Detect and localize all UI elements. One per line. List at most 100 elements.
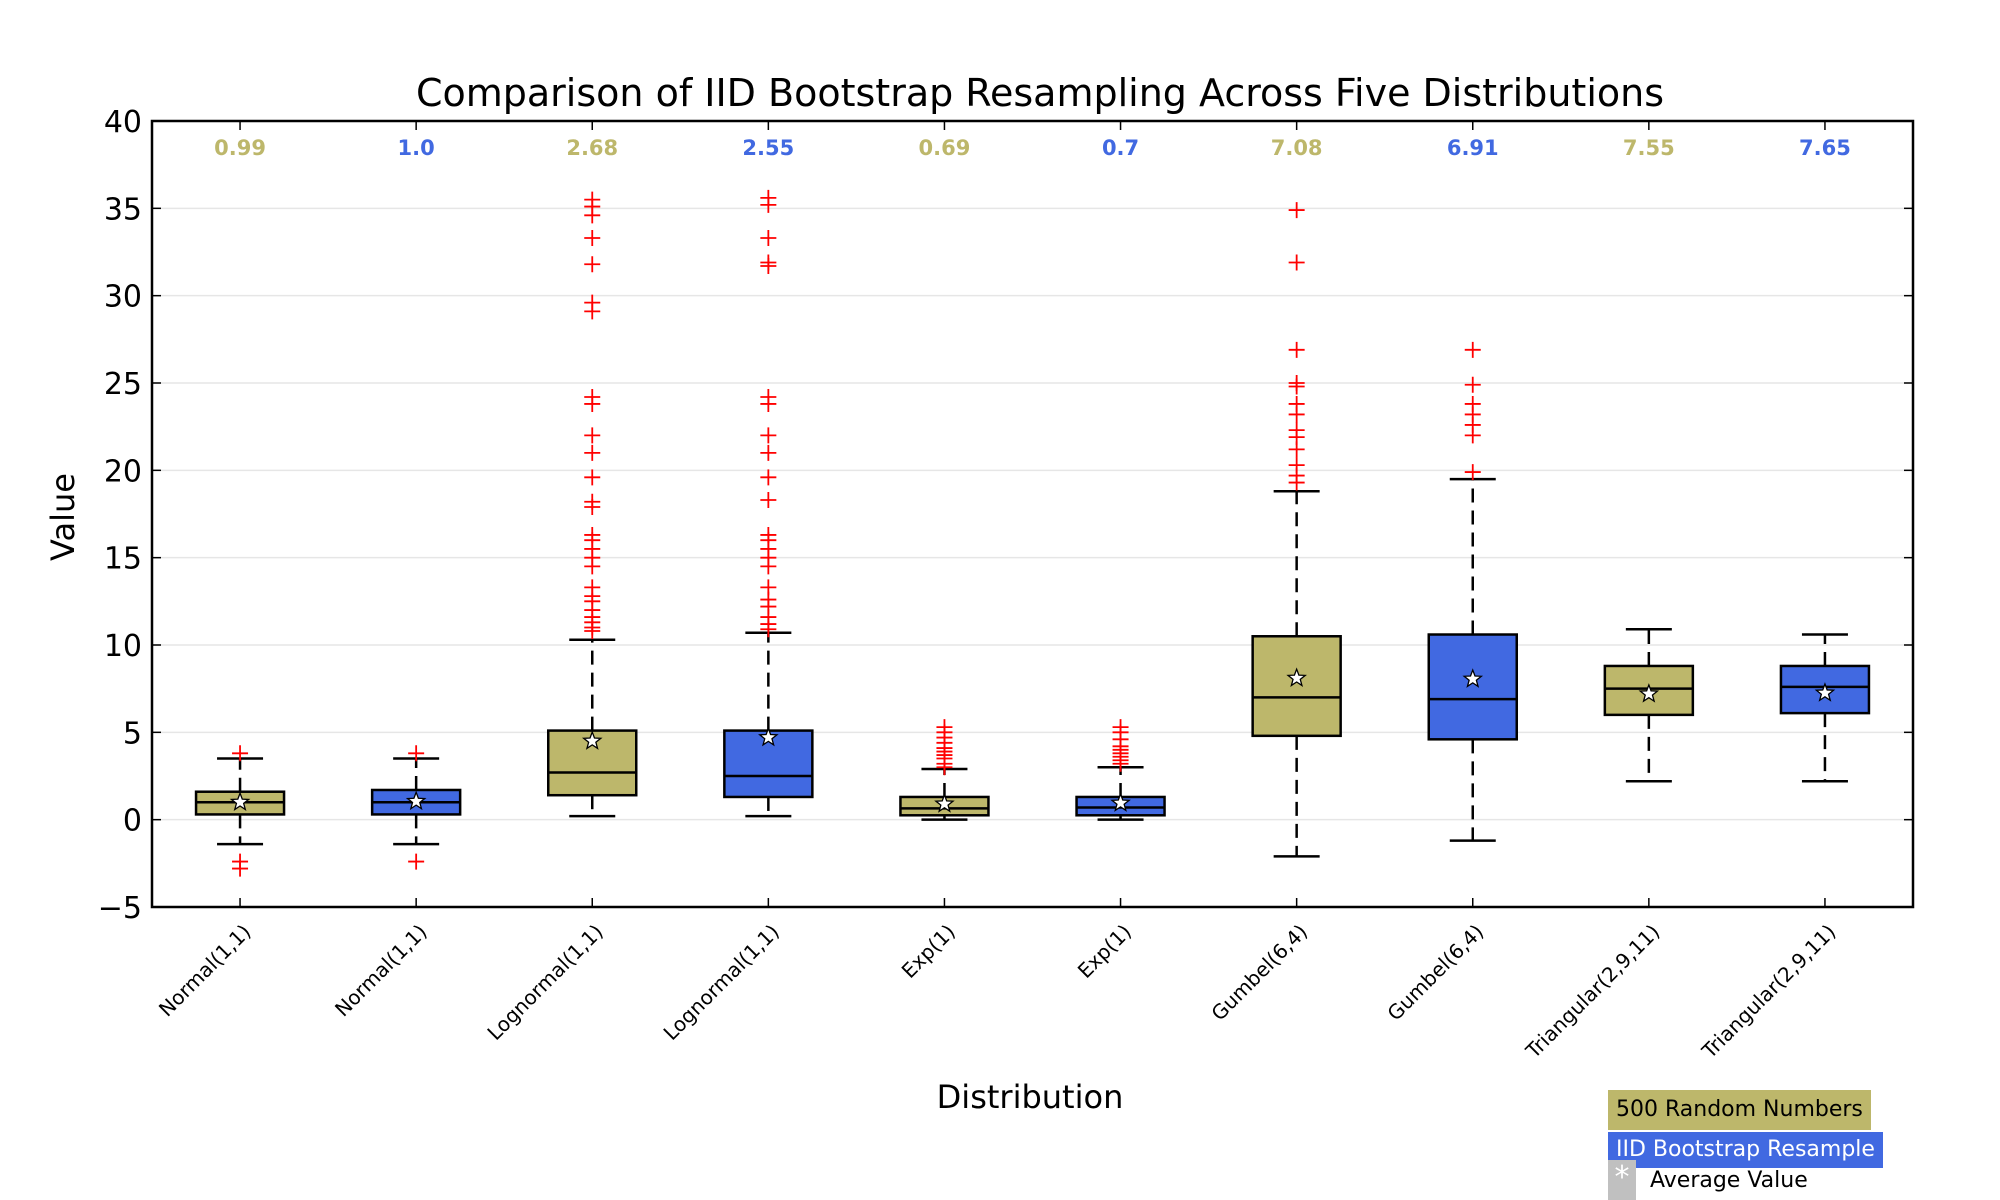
outlier-marker bbox=[760, 230, 777, 247]
box-group: 7.08 bbox=[1251, 136, 1342, 858]
outlier-marker bbox=[760, 526, 777, 543]
y-tick-label: 10 bbox=[104, 629, 142, 664]
median-value-label: 7.08 bbox=[1271, 136, 1323, 160]
y-tick-label: 15 bbox=[104, 542, 142, 577]
outlier-marker bbox=[760, 492, 777, 509]
x-tick-label: Normal(1,1) bbox=[154, 920, 256, 1022]
mean-star-marker bbox=[581, 730, 603, 750]
legend-average-value: Average Value bbox=[1650, 1168, 1808, 1193]
median-value-label: 2.55 bbox=[742, 136, 794, 160]
box-group: 0.7 bbox=[1075, 136, 1166, 821]
outlier-marker bbox=[584, 294, 601, 311]
outlier-marker bbox=[584, 230, 601, 247]
y-tick-label: 5 bbox=[123, 716, 142, 751]
outlier-marker bbox=[584, 469, 601, 486]
x-tick-label: Exp(1) bbox=[1073, 920, 1136, 983]
mean-star-marker bbox=[758, 726, 779, 747]
box-group: 2.68 bbox=[547, 136, 638, 818]
outlier-marker bbox=[1112, 719, 1129, 736]
outlier-marker bbox=[1464, 464, 1481, 481]
median-value-label: 0.69 bbox=[919, 136, 971, 160]
outlier-marker bbox=[1288, 202, 1305, 219]
outlier-marker bbox=[1288, 341, 1305, 358]
outlier-marker bbox=[760, 469, 777, 486]
grid-lines bbox=[152, 207, 1913, 821]
x-tick-label: Normal(1,1) bbox=[330, 920, 432, 1022]
outlier-marker bbox=[1464, 341, 1481, 358]
median-value-label: 0.99 bbox=[214, 136, 266, 160]
mean-star-marker bbox=[1462, 668, 1484, 688]
mean-star-marker bbox=[1110, 792, 1131, 812]
outlier-marker bbox=[584, 256, 601, 273]
median-value-label: 7.65 bbox=[1799, 136, 1851, 160]
outlier-marker bbox=[760, 579, 777, 596]
x-axis-label: Distribution bbox=[937, 1078, 1124, 1116]
mean-star-marker bbox=[229, 791, 251, 811]
y-tick-label: 35 bbox=[104, 192, 142, 227]
outlier-marker bbox=[1288, 395, 1305, 412]
y-tick-label: 40 bbox=[104, 105, 142, 140]
mean-star-marker bbox=[1814, 682, 1836, 702]
outlier-marker bbox=[760, 388, 777, 405]
y-tick-label: 20 bbox=[104, 454, 142, 489]
outlier-marker bbox=[760, 254, 777, 271]
outlier-marker bbox=[1464, 395, 1481, 412]
y-tick-label: 0 bbox=[123, 804, 142, 839]
outlier-marker bbox=[760, 427, 777, 444]
outlier-marker bbox=[408, 745, 425, 762]
x-tick-label: Triangular(2,9,11) bbox=[1520, 920, 1664, 1064]
box-group: 0.99 bbox=[194, 136, 286, 877]
y-axis-ticks: −5 0 5 10 15 20 25 30 35 40 bbox=[98, 105, 1913, 926]
outlier-marker bbox=[584, 388, 601, 405]
median-value-label: 0.7 bbox=[1102, 136, 1139, 160]
outlier-marker bbox=[232, 860, 249, 877]
outlier-marker bbox=[1288, 422, 1305, 439]
mean-star-marker bbox=[1286, 667, 1307, 687]
mean-star-marker bbox=[1638, 683, 1660, 703]
outlier-marker bbox=[1288, 457, 1305, 474]
median-value-label: 1.0 bbox=[398, 136, 435, 160]
legend-iid-bootstrap: IID Bootstrap Resample bbox=[1608, 1132, 1883, 1168]
plot-frame bbox=[150, 119, 1915, 909]
box-group: 6.91 bbox=[1427, 136, 1518, 842]
y-tick-label: 25 bbox=[104, 367, 142, 402]
legend-random-numbers: 500 Random Numbers bbox=[1608, 1090, 1871, 1130]
outlier-marker bbox=[1288, 254, 1305, 271]
outlier-marker bbox=[584, 579, 601, 596]
y-axis-label: Value bbox=[44, 473, 82, 561]
x-tick-label: Gumbel(6,4) bbox=[1382, 920, 1488, 1026]
x-tick-label: Gumbel(6,4) bbox=[1206, 920, 1312, 1026]
chart-title: Comparison of IID Bootstrap Resampling A… bbox=[416, 71, 1664, 115]
box-iqr bbox=[1427, 633, 1518, 741]
box-group: 0.69 bbox=[899, 136, 990, 821]
outlier-marker bbox=[584, 444, 601, 461]
outlier-marker bbox=[584, 191, 601, 208]
x-tick-label: Lognormal(1,1) bbox=[659, 920, 784, 1045]
x-axis-ticks: Normal(1,1) Normal(1,1) Lognormal(1,1) Logn… bbox=[154, 121, 1841, 1064]
x-tick-label: Lognormal(1,1) bbox=[482, 920, 607, 1045]
outlier-marker bbox=[760, 444, 777, 461]
box-group: 1.0 bbox=[370, 136, 462, 870]
outlier-marker bbox=[584, 526, 601, 543]
x-tick-label: Exp(1) bbox=[897, 920, 960, 983]
outlier-marker bbox=[232, 745, 249, 762]
outlier-marker bbox=[760, 189, 777, 206]
outlier-marker bbox=[1464, 376, 1481, 393]
mean-star-marker bbox=[405, 790, 427, 811]
legend-average-star-icon: * bbox=[1608, 1160, 1636, 1200]
x-tick-label: Triangular(2,9,11) bbox=[1697, 920, 1841, 1064]
mean-star-marker bbox=[934, 793, 955, 813]
box-layer: 0.99 1.0 2.68 2.55 0.69 0.7 7.08 6.91 7.55 7.65 bbox=[194, 136, 1871, 877]
y-tick-label: 30 bbox=[104, 280, 142, 315]
median-value-label: 2.68 bbox=[566, 136, 618, 160]
box-group: 7.55 bbox=[1603, 136, 1695, 783]
box-iqr bbox=[1251, 635, 1342, 738]
outlier-marker bbox=[1288, 375, 1305, 391]
outlier-marker bbox=[936, 719, 953, 736]
y-tick-label: −5 bbox=[98, 891, 142, 926]
box-group: 2.55 bbox=[723, 136, 814, 818]
outlier-marker bbox=[408, 853, 425, 870]
median-value-label: 7.55 bbox=[1623, 136, 1675, 160]
